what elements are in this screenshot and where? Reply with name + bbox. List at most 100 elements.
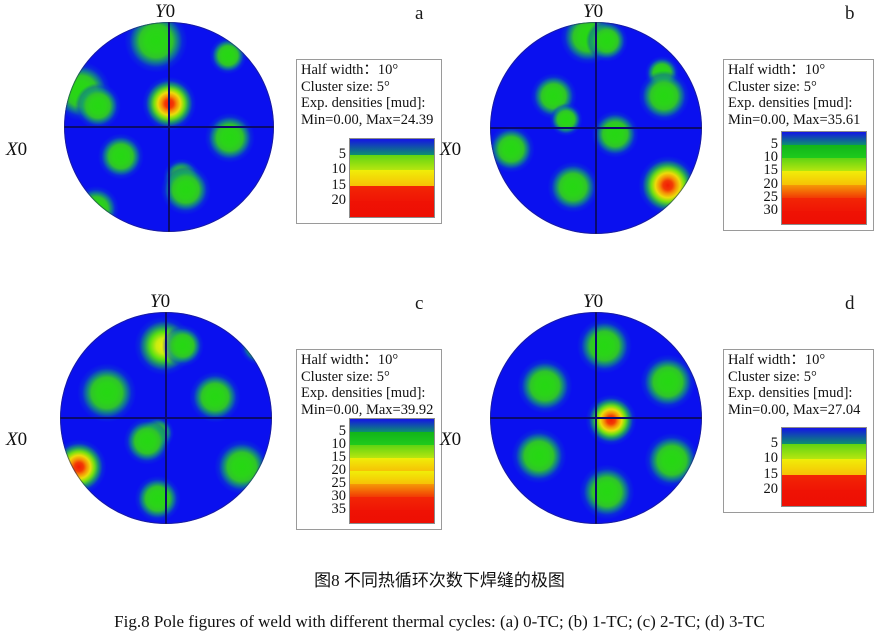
panel-c-pole-disc	[60, 312, 272, 524]
panel-d-x-axis-label: X0	[440, 429, 462, 450]
panel-d-half-width: Half width：10°	[728, 352, 826, 368]
panel-c-legend-box: Half width：10° Cluster size: 5° Exp. den…	[296, 349, 442, 530]
scale-band	[350, 471, 434, 484]
scale-band	[350, 432, 434, 445]
panel-d-legend-text: Half width：10° Cluster size: 5° Exp. den…	[728, 352, 860, 418]
panel-b-density-label: Exp. densities [mud]:	[728, 95, 853, 112]
panel-d-pole-disc	[490, 312, 702, 524]
scale-tick-label: 10	[763, 149, 779, 166]
panel-a-min-max: Min=0.00, Max=24.39	[301, 111, 434, 128]
scale-band	[782, 171, 866, 185]
scale-band	[782, 197, 866, 211]
panel-c-scale-bar	[349, 418, 435, 524]
scale-tick-label: 10	[763, 449, 779, 466]
scale-band	[782, 184, 866, 198]
figure-caption-chinese: 图8 不同热循环次数下焊缝的极图	[314, 571, 565, 590]
panel-b-legend-text: Half width：10° Cluster size: 5° Exp. den…	[728, 62, 860, 128]
scale-tick-label: 10	[331, 160, 347, 177]
scale-band	[782, 474, 866, 491]
panel-b-color-scale: 5 10 15 20 25 30	[751, 131, 867, 225]
panel-d-scale-bar	[781, 427, 867, 507]
panel-a-disc-edge	[64, 22, 274, 232]
panel-a-legend-box: Half width：10° Cluster size: 5° Exp. den…	[296, 59, 442, 224]
panel-b-letter: b	[845, 3, 855, 24]
panel-a-half-width: Half width：10°	[301, 62, 399, 78]
scale-band	[782, 210, 866, 224]
scale-band	[350, 170, 434, 186]
panel-d-cluster-size: Cluster size: 5°	[728, 368, 817, 385]
scale-band	[782, 158, 866, 172]
scale-tick-label: 15	[331, 448, 347, 465]
scale-band	[782, 428, 866, 444]
scale-band	[350, 445, 434, 458]
panel-b-pole-disc	[490, 22, 702, 234]
scale-band	[782, 132, 866, 146]
panel-d-vertical-axis	[595, 312, 597, 524]
panel-b-half-width: Half width：10°	[728, 62, 826, 78]
panel-a-pole-disc	[64, 22, 274, 232]
panel-d-color-scale: 5 10 15 20	[751, 427, 867, 507]
panel-a-color-scale: 5 10 15 20	[319, 138, 435, 218]
scale-tick-label: 25	[763, 188, 779, 205]
panel-c-density-label: Exp. densities [mud]:	[301, 385, 426, 402]
panel-d-scale-ticks: 5 10 15 20	[751, 427, 781, 505]
panel-d-disc-edge	[490, 312, 702, 524]
panel-c-color-scale: 5 10 15 20 25 30 35	[319, 418, 435, 524]
panel-b-cluster-size: Cluster size: 5°	[728, 78, 817, 95]
scale-tick-label: 30	[331, 487, 347, 504]
panel-c-cluster-size: Cluster size: 5°	[301, 368, 390, 385]
scale-tick-label: 5	[338, 422, 346, 439]
scale-band	[350, 419, 434, 432]
scale-band	[782, 443, 866, 460]
panel-c-y-axis-label: Y0	[150, 291, 171, 312]
panel-a-vertical-axis	[168, 22, 170, 232]
panel-a-legend-text: Half width：10° Cluster size: 5° Exp. den…	[301, 62, 433, 128]
panel-c-scale-ticks: 5 10 15 20 25 30 35	[319, 418, 349, 522]
panel-a-x-axis-label: X0	[6, 139, 28, 160]
scale-tick-label: 5	[770, 434, 778, 451]
panel-d-density-label: Exp. densities [mud]:	[728, 385, 853, 402]
scale-band	[350, 510, 434, 523]
scale-tick-label: 35	[331, 500, 347, 517]
panel-b-scale-bar	[781, 131, 867, 225]
scale-tick-label: 30	[763, 201, 779, 218]
panel-c-disc-edge	[60, 312, 272, 524]
panel-a-density-label: Exp. densities [mud]:	[301, 95, 426, 112]
panel-c-x-axis-label: X0	[6, 429, 28, 450]
panel-c-half-width: Half width：10°	[301, 352, 399, 368]
panel-a-y-axis-label: Y0	[155, 1, 176, 22]
panel-b-legend-box: Half width：10° Cluster size: 5° Exp. den…	[723, 59, 874, 231]
scale-tick-label: 20	[331, 192, 347, 209]
panel-b-x-axis-label: X0	[440, 139, 462, 160]
scale-band	[782, 490, 866, 506]
panel-d-min-max: Min=0.00, Max=27.04	[728, 401, 861, 418]
scale-band	[350, 139, 434, 155]
panel-c-legend-text: Half width：10° Cluster size: 5° Exp. den…	[301, 352, 433, 418]
panel-a-cluster-size: Cluster size: 5°	[301, 78, 390, 95]
panel-c-vertical-axis	[165, 312, 167, 524]
figure-caption-english: Fig.8 Pole figures of weld with differen…	[114, 612, 765, 631]
scale-band	[782, 459, 866, 475]
panel-c-letter: c	[415, 293, 424, 314]
scale-band	[350, 154, 434, 171]
panel-b-min-max: Min=0.00, Max=35.61	[728, 111, 861, 128]
scale-band	[350, 497, 434, 510]
scale-tick-label: 15	[763, 162, 779, 179]
scale-band	[350, 185, 434, 202]
scale-band	[782, 145, 866, 159]
scale-tick-label: 10	[331, 435, 347, 452]
scale-tick-label: 20	[763, 175, 779, 192]
scale-tick-label: 15	[331, 176, 347, 193]
scale-tick-label: 20	[763, 481, 779, 498]
panel-d-letter: d	[845, 293, 855, 314]
panel-a-letter: a	[415, 3, 424, 24]
panel-d-legend-box: Half width：10° Cluster size: 5° Exp. den…	[723, 349, 874, 513]
panel-c-min-max: Min=0.00, Max=39.92	[301, 401, 434, 418]
panel-b-y-axis-label: Y0	[583, 1, 604, 22]
panel-b-disc-edge	[490, 22, 702, 234]
panel-b-scale-ticks: 5 10 15 20 25 30	[751, 131, 781, 223]
scale-band	[350, 201, 434, 217]
panel-b-vertical-axis	[595, 22, 597, 234]
scale-band	[350, 484, 434, 497]
